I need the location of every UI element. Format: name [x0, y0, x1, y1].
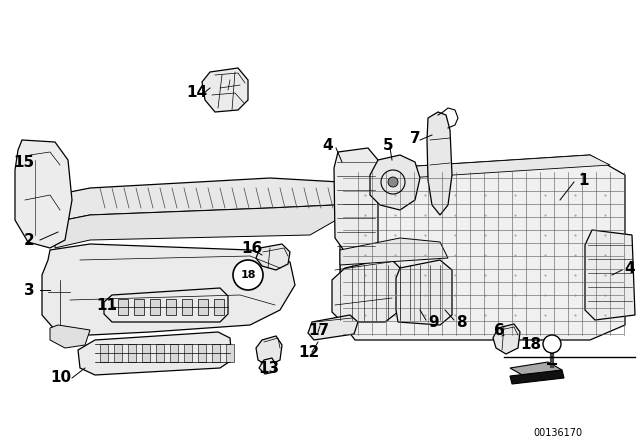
Polygon shape	[256, 336, 282, 366]
Polygon shape	[134, 299, 144, 315]
Text: 7: 7	[410, 130, 420, 146]
Text: 1: 1	[578, 172, 589, 188]
Text: 00136170: 00136170	[533, 428, 582, 438]
Polygon shape	[334, 148, 378, 258]
Polygon shape	[42, 244, 295, 335]
Polygon shape	[55, 205, 345, 248]
Text: 14: 14	[186, 85, 207, 99]
Text: 9: 9	[428, 314, 438, 329]
Polygon shape	[55, 178, 350, 222]
Polygon shape	[142, 344, 150, 362]
Text: 11: 11	[96, 297, 117, 313]
Text: 18: 18	[240, 270, 256, 280]
Text: 4: 4	[322, 138, 333, 152]
Polygon shape	[212, 344, 220, 362]
Text: 16: 16	[241, 241, 262, 255]
Polygon shape	[585, 230, 635, 320]
Polygon shape	[166, 299, 176, 315]
Polygon shape	[156, 344, 164, 362]
Circle shape	[388, 177, 398, 187]
Text: 17: 17	[308, 323, 329, 337]
Polygon shape	[114, 344, 122, 362]
Text: 15: 15	[13, 155, 34, 169]
Polygon shape	[15, 140, 72, 248]
Polygon shape	[340, 155, 625, 340]
Polygon shape	[259, 358, 276, 374]
Text: 3: 3	[24, 283, 35, 297]
Polygon shape	[202, 68, 248, 112]
Polygon shape	[100, 344, 108, 362]
Polygon shape	[184, 344, 192, 362]
Polygon shape	[340, 238, 448, 265]
Text: 13: 13	[258, 361, 279, 375]
Polygon shape	[198, 344, 206, 362]
Polygon shape	[198, 299, 208, 315]
Text: 18: 18	[520, 336, 541, 352]
Polygon shape	[214, 299, 224, 315]
Text: 12: 12	[298, 345, 319, 359]
Polygon shape	[50, 325, 90, 348]
Polygon shape	[510, 370, 564, 384]
Text: 4: 4	[624, 260, 635, 276]
Polygon shape	[256, 244, 290, 270]
Polygon shape	[182, 299, 192, 315]
Polygon shape	[427, 112, 452, 215]
Text: 5: 5	[383, 138, 394, 152]
Polygon shape	[104, 288, 228, 322]
Polygon shape	[493, 324, 520, 354]
Polygon shape	[78, 332, 232, 375]
Text: 2: 2	[24, 233, 35, 247]
Polygon shape	[128, 344, 136, 362]
Polygon shape	[308, 315, 358, 340]
Circle shape	[543, 335, 561, 353]
Text: 8: 8	[456, 314, 467, 329]
Polygon shape	[118, 299, 128, 315]
Polygon shape	[332, 258, 400, 322]
Polygon shape	[150, 299, 160, 315]
Circle shape	[233, 260, 263, 290]
Polygon shape	[510, 362, 562, 376]
Text: 10: 10	[50, 370, 71, 384]
Polygon shape	[396, 260, 452, 325]
Polygon shape	[226, 344, 234, 362]
Text: 6: 6	[494, 323, 505, 337]
Polygon shape	[370, 155, 420, 210]
Polygon shape	[355, 155, 610, 180]
Polygon shape	[170, 344, 178, 362]
